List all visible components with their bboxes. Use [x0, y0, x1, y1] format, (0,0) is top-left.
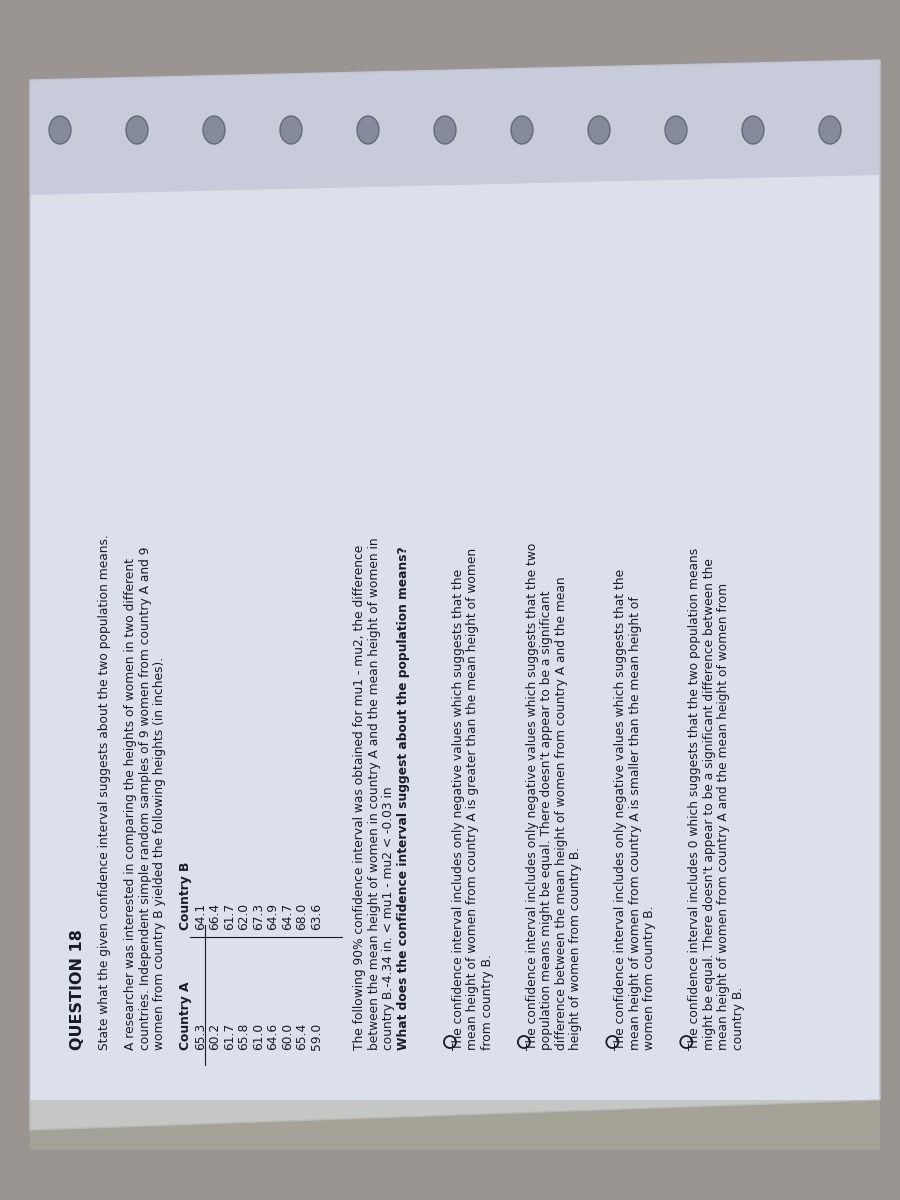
- Text: The following 90% confidence interval was obtained for mu1 - mu2, the difference: The following 90% confidence interval wa…: [353, 545, 366, 1050]
- Text: 61.7: 61.7: [222, 1022, 236, 1050]
- Text: country B.-4.34 in. < mu1 - mu2 < -0.03 in: country B.-4.34 in. < mu1 - mu2 < -0.03 …: [382, 786, 395, 1050]
- Text: 64.7: 64.7: [281, 902, 293, 930]
- Text: What does the confidence interval suggest about the population means?: What does the confidence interval sugges…: [397, 546, 410, 1050]
- Text: 66.4: 66.4: [208, 902, 221, 930]
- Text: 67.3: 67.3: [252, 902, 265, 930]
- Text: A researcher was interested in comparing the heights of women in two different: A researcher was interested in comparing…: [124, 558, 137, 1050]
- Text: The confidence interval includes only negative values which suggests that the: The confidence interval includes only ne…: [452, 569, 464, 1050]
- Polygon shape: [30, 60, 880, 194]
- Polygon shape: [30, 1100, 880, 1150]
- Text: 64.9: 64.9: [266, 902, 279, 930]
- Text: QUESTION 18: QUESTION 18: [70, 929, 85, 1050]
- Ellipse shape: [588, 116, 610, 144]
- Text: difference between the mean height of women from country A and the mean: difference between the mean height of wo…: [554, 576, 568, 1050]
- Text: 61.7: 61.7: [222, 902, 236, 930]
- Text: countries. Independent simple random samples of 9 women from country A and 9: countries. Independent simple random sam…: [139, 546, 151, 1050]
- Ellipse shape: [742, 116, 764, 144]
- Ellipse shape: [49, 116, 71, 144]
- Text: 65.4: 65.4: [295, 1022, 308, 1050]
- Text: The confidence interval includes only negative values which suggests that the tw: The confidence interval includes only ne…: [526, 542, 539, 1050]
- Text: 61.0: 61.0: [252, 1022, 265, 1050]
- Polygon shape: [30, 60, 880, 1130]
- Text: The confidence interval includes 0 which suggests that the two population means: The confidence interval includes 0 which…: [688, 547, 701, 1050]
- Text: 65.8: 65.8: [238, 1022, 250, 1050]
- Ellipse shape: [819, 116, 841, 144]
- Text: Country A: Country A: [179, 982, 193, 1050]
- Text: 59.0: 59.0: [310, 1022, 323, 1050]
- Text: 68.0: 68.0: [295, 902, 308, 930]
- Ellipse shape: [126, 116, 148, 144]
- Text: women from country B.: women from country B.: [644, 906, 656, 1050]
- Text: The confidence interval includes only negative values which suggests that the: The confidence interval includes only ne…: [614, 569, 627, 1050]
- Ellipse shape: [665, 116, 687, 144]
- Text: State what the given confidence interval suggests about the two population means: State what the given confidence interval…: [98, 534, 111, 1050]
- Text: Country B: Country B: [179, 862, 193, 930]
- Text: 60.0: 60.0: [281, 1022, 293, 1050]
- Text: 65.3: 65.3: [194, 1022, 207, 1050]
- Text: from country B.: from country B.: [481, 954, 494, 1050]
- Text: between the mean height of women in country A and the mean height of women in: between the mean height of women in coun…: [368, 538, 381, 1050]
- Ellipse shape: [357, 116, 379, 144]
- Text: height of women from country B.: height of women from country B.: [569, 847, 582, 1050]
- Text: 63.6: 63.6: [310, 902, 323, 930]
- Ellipse shape: [434, 116, 456, 144]
- Text: mean height of women from country A and the mean height of women from: mean height of women from country A and …: [717, 583, 730, 1050]
- Text: mean height of women from country A is greater than the mean height of women: mean height of women from country A is g…: [466, 548, 480, 1050]
- Text: might be equal. There doesn't appear to be a significant difference between the: might be equal. There doesn't appear to …: [703, 558, 716, 1050]
- Ellipse shape: [203, 116, 225, 144]
- Text: 64.1: 64.1: [194, 902, 207, 930]
- Text: 60.2: 60.2: [208, 1022, 221, 1050]
- Ellipse shape: [511, 116, 533, 144]
- Text: mean height of women from country A is smaller than the mean height of: mean height of women from country A is s…: [629, 596, 642, 1050]
- Text: 62.0: 62.0: [238, 902, 250, 930]
- Ellipse shape: [280, 116, 302, 144]
- Text: population means might be equal. There doesn't appear to be a significant: population means might be equal. There d…: [540, 590, 554, 1050]
- Text: country B.: country B.: [732, 986, 744, 1050]
- Text: 64.6: 64.6: [266, 1022, 279, 1050]
- Text: women from country B yielded the following heights (in inches).: women from country B yielded the followi…: [153, 656, 166, 1050]
